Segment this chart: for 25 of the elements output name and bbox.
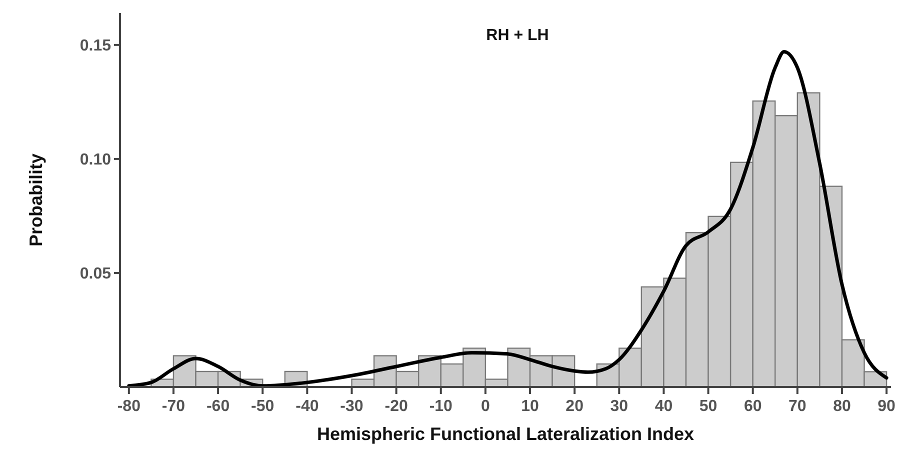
x-tick-label: 0	[480, 398, 490, 415]
x-tick-label: -20	[384, 398, 408, 415]
y-tick-label: 0.10	[80, 152, 112, 169]
x-tick-label: 50	[699, 398, 718, 415]
y-axis-title: Probability	[26, 153, 46, 247]
y-tick-label: 0.15	[80, 38, 112, 55]
x-tick-label: -10	[429, 398, 453, 415]
x-tick-label: 90	[878, 398, 896, 415]
x-tick-label: -50	[251, 398, 274, 415]
x-tick-label: 20	[566, 398, 584, 415]
x-tick-label: 70	[788, 398, 806, 415]
x-tick-label: -40	[296, 398, 319, 415]
y-tick-label: 0.05	[80, 266, 112, 283]
line-series	[127, 50, 888, 388]
x-tick-label: -80	[117, 398, 141, 415]
x-tick-label: -60	[206, 398, 230, 415]
x-tick-label: 30	[610, 398, 628, 415]
x-tick-label: 10	[521, 398, 540, 415]
x-tick-label: 80	[833, 398, 851, 415]
text: RH + LH	[486, 27, 549, 44]
x-tick-label: 60	[744, 398, 762, 415]
x-tick-label: -70	[162, 398, 186, 415]
x-tick-label: 40	[654, 398, 673, 415]
x-axis-title: Hemispheric Functional Lateralization Index	[316, 424, 694, 444]
x-tick-label: -30	[340, 398, 364, 415]
